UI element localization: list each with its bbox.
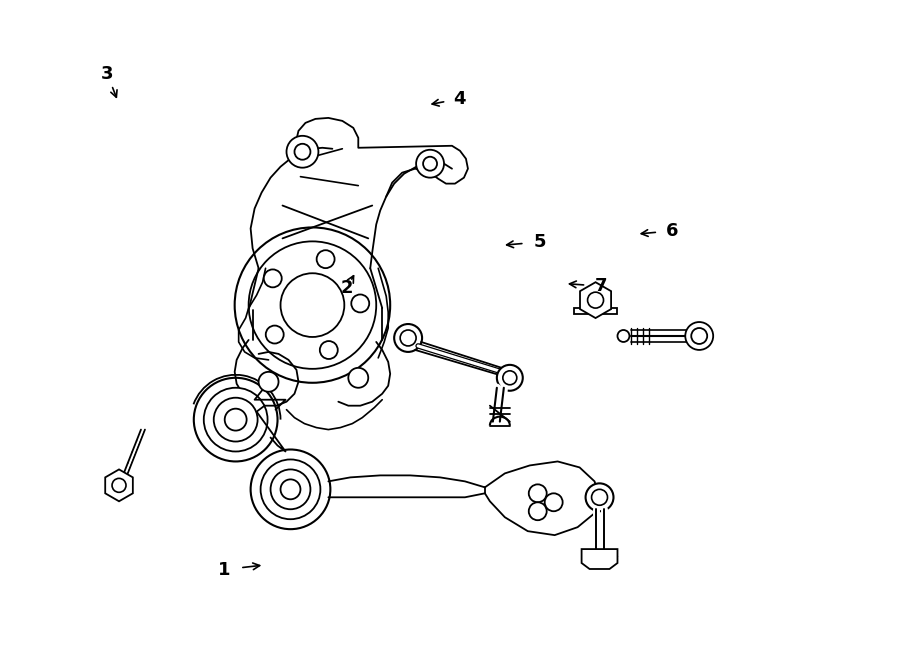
Circle shape <box>112 479 126 493</box>
Text: 6: 6 <box>666 222 679 240</box>
Circle shape <box>281 273 345 337</box>
Circle shape <box>266 326 284 344</box>
Circle shape <box>503 371 517 385</box>
Circle shape <box>691 328 707 344</box>
Circle shape <box>250 449 330 529</box>
Text: 3: 3 <box>101 65 113 83</box>
Circle shape <box>348 368 368 388</box>
Circle shape <box>203 388 267 451</box>
Polygon shape <box>573 308 617 314</box>
Circle shape <box>213 398 257 442</box>
Circle shape <box>225 408 247 430</box>
Circle shape <box>586 483 614 511</box>
Circle shape <box>264 269 282 287</box>
Circle shape <box>317 250 335 268</box>
Circle shape <box>529 485 546 502</box>
Circle shape <box>400 330 416 346</box>
Circle shape <box>529 502 546 520</box>
Circle shape <box>588 292 604 308</box>
Circle shape <box>281 479 301 499</box>
Circle shape <box>261 459 320 519</box>
Circle shape <box>248 242 376 369</box>
Text: 5: 5 <box>534 233 546 251</box>
Circle shape <box>258 372 278 392</box>
Text: 4: 4 <box>453 90 465 108</box>
Circle shape <box>235 228 391 383</box>
Circle shape <box>351 295 369 312</box>
Circle shape <box>591 489 608 505</box>
Polygon shape <box>580 282 611 318</box>
Circle shape <box>544 493 562 511</box>
Circle shape <box>286 136 319 167</box>
Text: 7: 7 <box>595 277 607 295</box>
Text: 2: 2 <box>340 279 353 297</box>
Text: 1: 1 <box>218 561 230 579</box>
Circle shape <box>416 150 444 177</box>
Circle shape <box>685 322 713 350</box>
Circle shape <box>294 144 310 160</box>
Circle shape <box>394 324 422 352</box>
Circle shape <box>617 330 629 342</box>
Circle shape <box>423 157 437 171</box>
Polygon shape <box>105 469 133 501</box>
Circle shape <box>320 341 338 359</box>
Circle shape <box>194 378 277 461</box>
Circle shape <box>497 365 523 391</box>
Polygon shape <box>581 549 617 569</box>
Circle shape <box>271 469 310 509</box>
